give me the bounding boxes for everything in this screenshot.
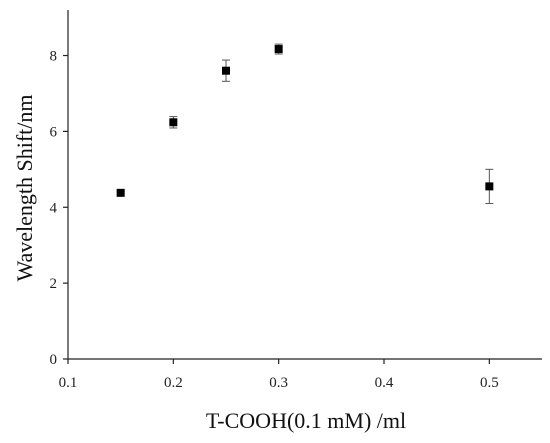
y-tick-label: 4 [50,200,58,216]
x-tick-label: 0.2 [164,375,183,391]
data-point [485,182,494,191]
axes [67,10,542,360]
tick-group: 0.1 0.2 0.3 0.4 0.5 0 2 4 6 8 [50,49,499,391]
data-point [116,188,125,197]
data-point [169,118,178,127]
data-point [274,45,283,54]
y-tick-label: 8 [50,49,58,65]
x-tick-label: 0.4 [375,375,394,391]
y-tick-label: 0 [50,352,58,368]
x-axis-label: T-COOH(0.1 mM) /ml [206,408,406,433]
y-tick-label: 6 [50,124,58,140]
x-tick-label: 0.1 [59,375,78,391]
x-tick-label: 0.3 [269,375,288,391]
data-point [222,66,230,75]
x-tick-label: 0.5 [480,375,499,391]
y-axis-label: Wavelength Shift/nm [12,94,37,281]
y-tick-label: 2 [50,276,58,292]
data-point-group [116,45,494,197]
